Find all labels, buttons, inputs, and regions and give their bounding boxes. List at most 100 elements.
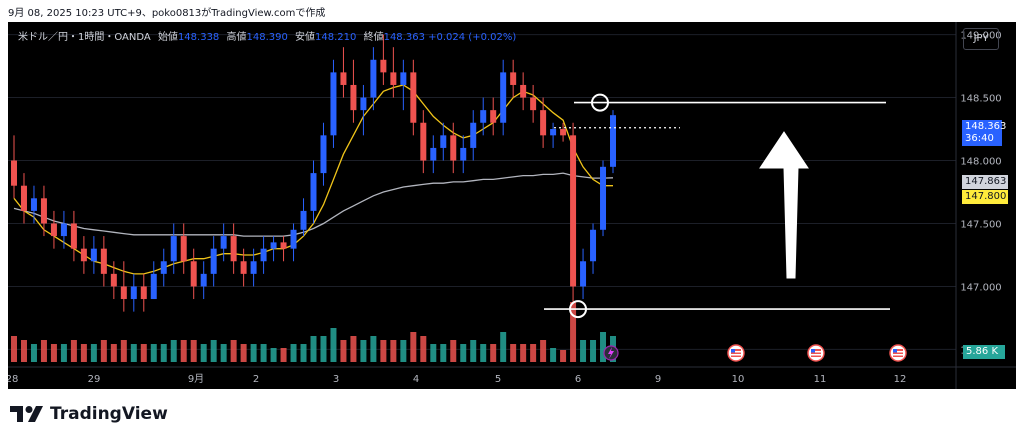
candle-body <box>260 248 267 262</box>
volume-bar <box>180 340 187 362</box>
x-tick-label: 11 <box>814 374 827 385</box>
candle-body <box>90 248 97 262</box>
volume-bar <box>140 344 147 362</box>
currency-button[interactable]: JPY <box>963 28 999 50</box>
candle-body <box>230 236 237 262</box>
candle-body <box>80 248 87 262</box>
candle-body <box>350 84 357 111</box>
volume-bar <box>90 344 97 362</box>
candle-body <box>120 286 127 300</box>
symbol-label: 米ドル／円・1時間・OANDA <box>18 32 151 43</box>
candle-body <box>560 129 567 136</box>
us-flag-stripe <box>893 351 903 353</box>
x-tick-label: 28 <box>8 374 18 385</box>
candle-body <box>440 135 447 148</box>
change-value: +0.024 (+0.02%) <box>428 32 517 43</box>
resistance-circle <box>591 93 609 112</box>
candle-body <box>320 135 327 174</box>
candle-body <box>60 223 67 237</box>
high-label: 高値 <box>226 32 247 43</box>
volume-bar <box>30 344 37 362</box>
x-tick-label: 29 <box>88 374 101 385</box>
volume-bar <box>170 340 177 362</box>
volume-bar <box>310 336 317 362</box>
candle-body <box>200 273 207 287</box>
candle-body <box>270 242 277 249</box>
volume-bar <box>340 340 347 362</box>
volume-bar <box>80 344 87 362</box>
support-circle <box>569 300 587 319</box>
price-chart[interactable]: 149.000148.500148.000147.500147.000146.5… <box>8 22 1016 389</box>
low-label: 安値 <box>295 32 316 43</box>
candle-body <box>170 236 177 262</box>
volume-bar <box>120 340 127 362</box>
candle-body <box>240 261 247 274</box>
volume-bar <box>540 340 547 362</box>
x-tick-label: 3 <box>333 374 339 385</box>
last-price-label: 148.363 36:40 <box>962 120 1007 146</box>
us-flag-canton <box>731 349 735 353</box>
tradingview-logo[interactable]: TradingView <box>10 404 168 424</box>
candle-body <box>130 286 137 300</box>
volume-bar <box>110 344 117 362</box>
volume-bar <box>60 344 67 362</box>
volume-bar <box>320 336 327 362</box>
y-tick-label: 148.500 <box>960 94 1001 105</box>
x-tick-label: 9 <box>655 374 661 385</box>
x-tick-label: 10 <box>732 374 745 385</box>
volume-bar <box>500 332 507 362</box>
open-label: 始値 <box>157 32 178 43</box>
candle-body <box>40 198 47 224</box>
candle-body <box>420 122 427 161</box>
volume-bar <box>330 328 337 362</box>
candle-body <box>470 122 477 148</box>
volume-bar <box>350 336 357 362</box>
volume-bar <box>250 344 257 362</box>
candle-body <box>11 160 17 186</box>
candle-body <box>140 286 147 300</box>
candle-body <box>520 84 527 98</box>
us-flag-stripe <box>731 354 741 356</box>
candle-body <box>390 72 397 85</box>
last-price-value: 148.363 <box>965 121 1007 132</box>
candle-body <box>590 229 597 262</box>
low-value: 148.210 <box>315 32 357 43</box>
chart-panel[interactable]: 149.000148.500148.000147.500147.000146.5… <box>8 22 1016 389</box>
us-flag-stripe <box>811 351 821 353</box>
y-tick-label: 148.000 <box>960 157 1001 168</box>
candle-body <box>360 97 367 111</box>
volume-bar <box>370 336 377 362</box>
candle-body <box>210 248 217 274</box>
candle-body <box>380 59 387 73</box>
us-flag-canton <box>811 349 815 353</box>
volume-bar <box>100 340 107 362</box>
x-tick-label: 6 <box>575 374 581 385</box>
volume-bar <box>390 340 397 362</box>
volume-bar <box>470 340 477 362</box>
volume-label: 5.86 K <box>963 345 1005 359</box>
candle-body <box>160 261 167 274</box>
candle-body <box>30 198 37 211</box>
bar-countdown: 36:40 <box>965 133 994 144</box>
candle-body <box>280 242 287 249</box>
y-tick-label: 147.500 <box>960 219 1001 230</box>
y-tick-label: 149.000 <box>960 31 1001 42</box>
us-flag-stripes <box>731 349 741 357</box>
volume-bar <box>590 340 597 362</box>
ma200-price-label: 147.863 <box>962 175 1008 189</box>
volume-bar <box>280 348 287 362</box>
candle-body <box>110 273 117 287</box>
candle-body <box>290 229 297 249</box>
chart-caption: 9月 08, 2025 10:23 UTC+9、poko0813がTrading… <box>8 8 326 19</box>
volume-bar <box>410 332 417 362</box>
candle-body <box>410 72 417 123</box>
volume-bar <box>160 344 167 362</box>
up-arrow <box>759 131 809 279</box>
candle-body <box>480 110 487 123</box>
volume-bar <box>360 340 367 362</box>
candle-body <box>100 248 107 274</box>
volume-bar <box>300 344 307 362</box>
us-flag-stripe <box>731 351 741 353</box>
candle-body <box>370 59 377 98</box>
volume-bar <box>230 340 237 362</box>
